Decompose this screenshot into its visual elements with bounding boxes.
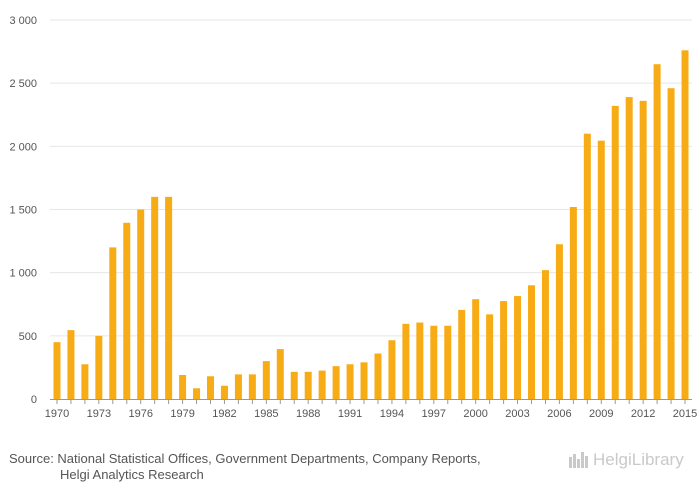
bar xyxy=(346,364,354,399)
library-icon xyxy=(569,452,588,468)
bar xyxy=(81,364,89,399)
bar xyxy=(639,100,647,399)
bar xyxy=(109,247,117,399)
bar xyxy=(611,105,619,399)
bar xyxy=(472,299,480,399)
y-tick-label: 2 500 xyxy=(9,78,37,90)
bar xyxy=(388,340,396,399)
bar xyxy=(165,196,173,399)
x-tick-label: 2003 xyxy=(505,408,529,420)
bar xyxy=(430,325,438,399)
bar xyxy=(67,330,75,399)
bar xyxy=(248,374,256,399)
bar xyxy=(528,285,535,399)
y-tick-label: 1 000 xyxy=(9,268,37,280)
x-tick-label: 1970 xyxy=(45,408,69,420)
bar xyxy=(458,309,466,399)
bar xyxy=(318,370,326,399)
bar xyxy=(555,244,563,399)
bar xyxy=(207,376,214,399)
bar xyxy=(234,374,242,399)
bar xyxy=(569,206,577,399)
y-tick-label: 0 xyxy=(31,394,37,406)
x-tick-label: 1997 xyxy=(422,408,446,420)
bar xyxy=(360,362,368,399)
bar xyxy=(123,222,131,399)
bar xyxy=(95,335,103,399)
x-tick-label: 1973 xyxy=(87,408,111,420)
y-tick-label: 500 xyxy=(19,331,37,343)
x-tick-label: 1985 xyxy=(254,408,278,420)
bar xyxy=(151,196,159,399)
source-note: Source: National Statistical Offices, Go… xyxy=(9,451,539,483)
bar xyxy=(583,133,591,399)
x-tick-label: 1988 xyxy=(296,408,320,420)
bar xyxy=(681,50,689,399)
bar-chart: 0 500 1 000 1 500 2 000 2 500 3 000 1970 1973 197… xyxy=(9,15,697,420)
x-tick-label: 2006 xyxy=(547,408,571,420)
helgilibrary-logo: HelgiLibrary xyxy=(568,448,684,472)
x-tick-label: 2012 xyxy=(631,408,655,420)
bar xyxy=(500,301,508,399)
bar xyxy=(653,64,661,399)
bar xyxy=(486,314,494,399)
source-line-2: Helgi Analytics Research xyxy=(60,467,204,482)
x-tick-label: 2015 xyxy=(673,408,697,420)
bar xyxy=(625,97,633,400)
y-tick-label: 2 000 xyxy=(9,141,37,153)
bar xyxy=(541,270,549,399)
bar xyxy=(332,366,340,399)
bar xyxy=(53,342,61,399)
bar xyxy=(597,140,605,400)
source-line-1: Source: National Statistical Offices, Go… xyxy=(9,451,481,466)
x-tick-label: 2009 xyxy=(589,408,613,420)
bar xyxy=(137,209,145,399)
bar xyxy=(290,371,298,399)
bar xyxy=(179,374,187,399)
x-tick-label: 1994 xyxy=(380,408,404,420)
bar xyxy=(374,353,382,399)
bar xyxy=(667,88,675,399)
bar xyxy=(220,385,228,399)
bar xyxy=(262,361,270,399)
bar xyxy=(444,325,452,399)
x-tick-label: 1991 xyxy=(338,408,362,420)
y-tick-label: 3 000 xyxy=(9,15,37,27)
logo-text: HelgiLibrary xyxy=(593,450,684,469)
x-tick-label: 1979 xyxy=(170,408,194,420)
y-tick-label: 1 500 xyxy=(9,205,37,217)
bar xyxy=(402,323,410,399)
x-tick-label: 1976 xyxy=(128,408,152,420)
bar xyxy=(304,371,312,399)
x-tick-label: 1982 xyxy=(212,408,236,420)
bar xyxy=(276,349,284,399)
bar xyxy=(193,388,201,399)
x-tick-label: 2000 xyxy=(463,408,487,420)
bar xyxy=(416,322,424,399)
bar xyxy=(514,296,522,399)
